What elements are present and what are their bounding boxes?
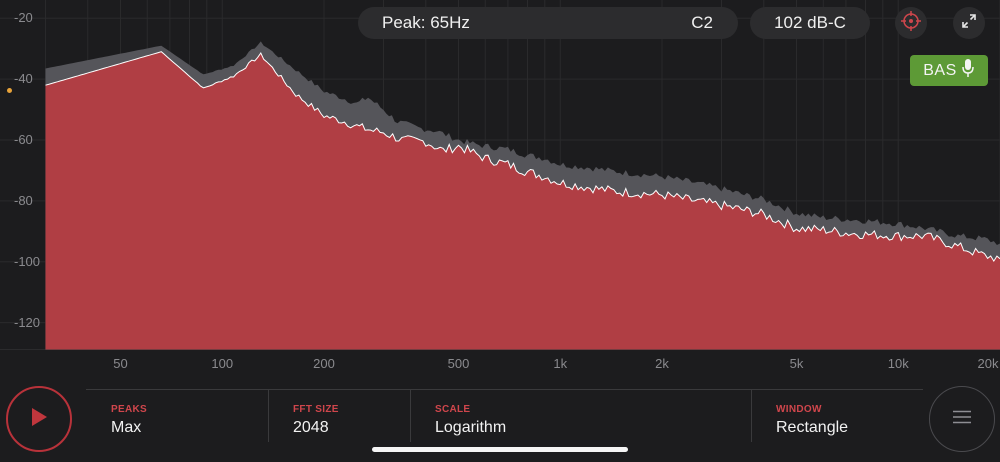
bass-weighting-button[interactable]: BAS <box>910 55 988 86</box>
y-tick-label: -120 <box>14 314 41 330</box>
x-tick-label: 2k <box>655 356 669 371</box>
x-tick-label: 50 <box>113 356 128 371</box>
peaks-setting-label: PEAKS <box>111 404 147 415</box>
window-setting-value: Rectangle <box>776 419 849 436</box>
x-tick-label: 5k <box>789 356 804 371</box>
expand-diagonal-icon <box>960 12 978 35</box>
live-spectrum-area <box>45 51 1000 350</box>
live-spectrum-outline <box>45 51 1000 263</box>
settings-divider <box>751 390 752 442</box>
y-tick-label: -60 <box>14 132 33 147</box>
home-indicator[interactable] <box>372 447 628 452</box>
crosshair-icon <box>900 10 922 37</box>
play-button[interactable] <box>6 386 72 452</box>
crosshair-button[interactable] <box>895 7 927 39</box>
fft-size-setting[interactable]: FFT SIZE 2048 <box>293 404 339 437</box>
settings-divider <box>410 390 411 442</box>
peaks-setting[interactable]: PEAKS Max <box>111 404 147 437</box>
hamburger-menu-icon <box>952 410 972 429</box>
menu-button[interactable] <box>929 386 995 452</box>
fft-size-setting-value: 2048 <box>293 419 329 436</box>
expand-button[interactable] <box>953 7 985 39</box>
x-tick-label: 1k <box>553 356 568 371</box>
settings-separator <box>86 389 923 390</box>
level-text: 102 dB-C <box>774 13 846 32</box>
peak-readout: Peak: 65Hz C2 <box>358 7 738 39</box>
window-setting[interactable]: WINDOW Rectangle <box>776 404 848 437</box>
y-tick-label: -80 <box>14 192 33 208</box>
scale-setting[interactable]: SCALE Logarithm <box>435 404 506 437</box>
peak-note-text: C2 <box>691 13 713 32</box>
play-icon <box>29 406 49 433</box>
x-tick-label: 100 <box>211 356 234 371</box>
level-readout[interactable]: 102 dB-C <box>750 7 870 39</box>
bass-label: BAS <box>923 61 957 79</box>
y-tick-label: -100 <box>14 253 41 269</box>
peak-frequency-text: Peak: 65Hz <box>382 13 470 32</box>
y-tick-label: -40 <box>14 71 33 87</box>
x-tick-label: 200 <box>313 356 335 371</box>
fft-size-setting-label: FFT SIZE <box>293 404 339 415</box>
x-tick-label: 20k <box>977 356 999 371</box>
scale-setting-label: SCALE <box>435 404 471 415</box>
peaks-setting-value: Max <box>111 419 142 436</box>
scale-setting-value: Logarithm <box>435 419 507 436</box>
settings-divider <box>268 390 269 442</box>
x-tick-label: 10k <box>887 356 909 371</box>
window-setting-label: WINDOW <box>776 404 822 415</box>
x-tick-label: 500 <box>447 356 470 371</box>
microphone-icon <box>961 58 975 83</box>
y-tick-label: -20 <box>14 10 33 26</box>
level-marker-dot <box>7 88 12 93</box>
spectrum-plot[interactable] <box>0 0 1000 350</box>
